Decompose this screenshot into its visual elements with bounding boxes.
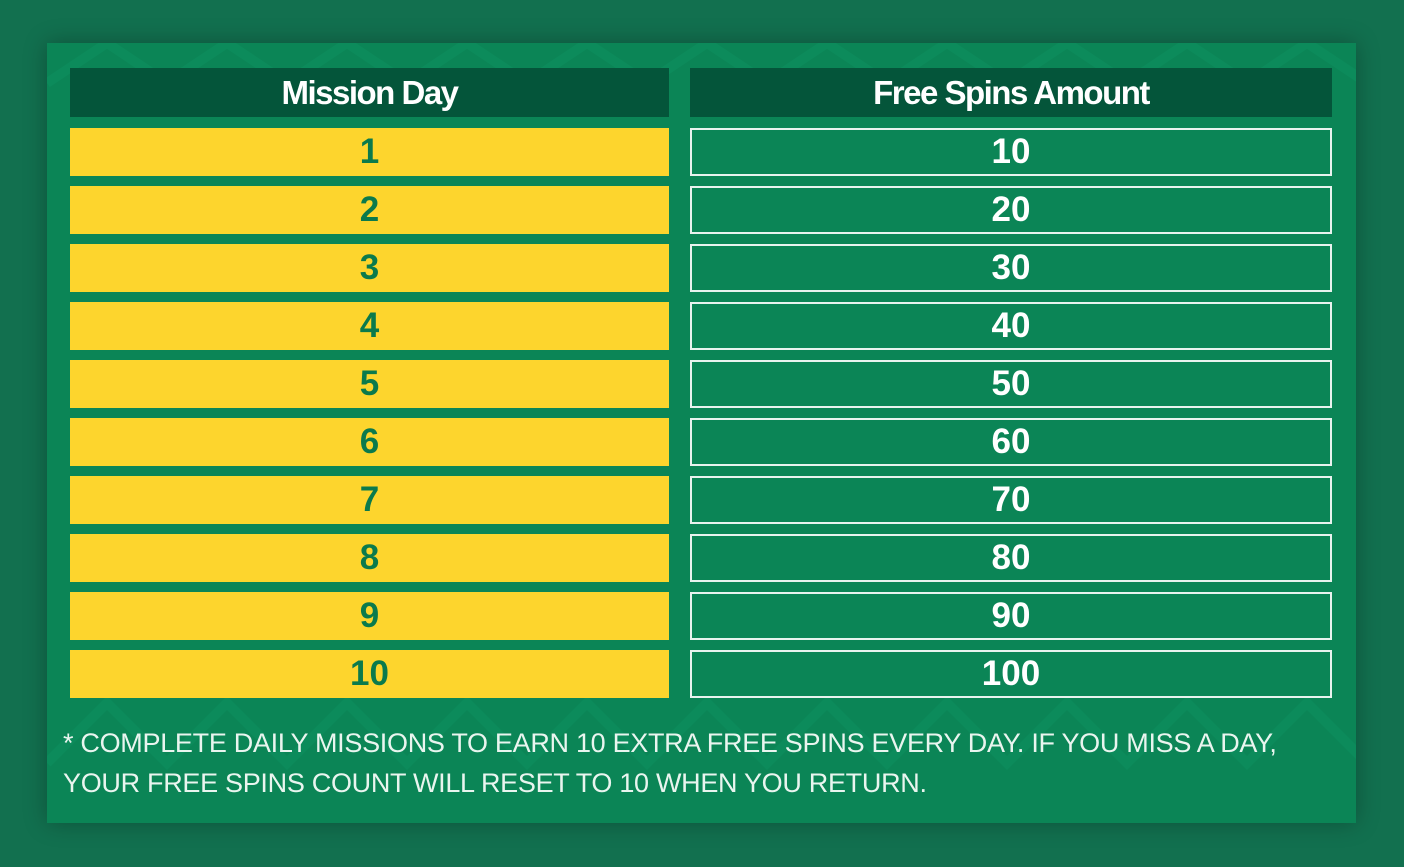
day-cell: 5 (70, 360, 669, 408)
spins-cell: 90 (690, 592, 1332, 640)
footnote-line-1: * COMPLETE DAILY MISSIONS TO EARN 10 EXT… (63, 728, 1277, 758)
mission-day-header: Mission Day (70, 68, 669, 117)
rewards-panel: Mission Day 1 2 3 4 5 6 7 8 9 10 Free Sp… (47, 43, 1356, 823)
day-cell: 4 (70, 302, 669, 350)
spins-cell: 10 (690, 128, 1332, 176)
spins-cell: 80 (690, 534, 1332, 582)
spins-cell: 30 (690, 244, 1332, 292)
spins-cell: 60 (690, 418, 1332, 466)
day-cell: 1 (70, 128, 669, 176)
footnote: * COMPLETE DAILY MISSIONS TO EARN 10 EXT… (63, 723, 1343, 803)
spins-cell: 100 (690, 650, 1332, 698)
free-spins-header: Free Spins Amount (690, 68, 1332, 117)
day-cell: 9 (70, 592, 669, 640)
free-spins-column: Free Spins Amount 10 20 30 40 50 60 70 8… (690, 68, 1332, 708)
spins-cell: 50 (690, 360, 1332, 408)
mission-day-column: Mission Day 1 2 3 4 5 6 7 8 9 10 (70, 68, 669, 708)
day-cell: 10 (70, 650, 669, 698)
spins-cell: 40 (690, 302, 1332, 350)
spins-cell: 20 (690, 186, 1332, 234)
footnote-line-2: YOUR FREE SPINS COUNT WILL RESET TO 10 W… (63, 768, 927, 798)
day-cell: 3 (70, 244, 669, 292)
day-cell: 7 (70, 476, 669, 524)
day-cell: 2 (70, 186, 669, 234)
spins-cell: 70 (690, 476, 1332, 524)
day-cell: 6 (70, 418, 669, 466)
day-cell: 8 (70, 534, 669, 582)
